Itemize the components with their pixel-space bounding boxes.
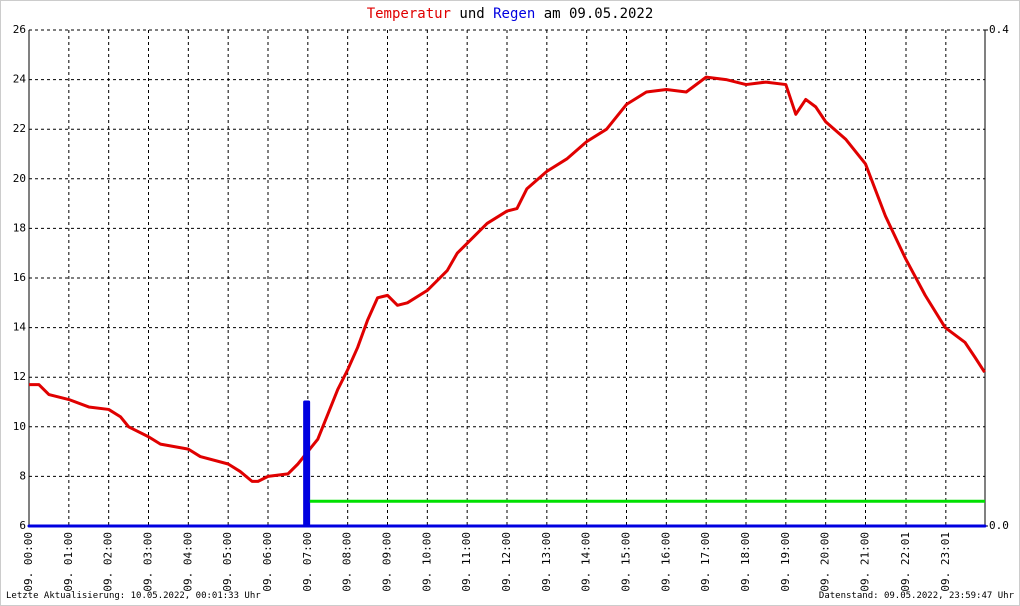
x-tick-label: 09. 02:00 (102, 532, 115, 592)
x-tick-label: 09. 23:01 (939, 532, 952, 592)
x-tick-label: 09. 16:00 (659, 532, 672, 592)
x-tick-label: 09. 07:00 (301, 532, 314, 592)
footer-right: Datenstand: 09.05.2022, 23:59:47 Uhr (819, 591, 1015, 601)
y-tick-label: 26 (13, 23, 26, 36)
x-tick-label: 09. 11:00 (460, 532, 473, 592)
title-part: Regen (485, 6, 536, 22)
y-tick-label: 22 (13, 122, 26, 135)
x-tick-label: 09. 08:00 (341, 532, 354, 592)
x-tick-label: 09. 05:00 (221, 532, 234, 592)
x-tick-label: 09. 00:00 (22, 532, 35, 592)
y-tick-label: 18 (13, 221, 26, 234)
x-tick-label: 09. 13:00 (540, 532, 553, 592)
rain-area (27, 400, 987, 528)
x-tick-label: 09. 10:00 (420, 532, 433, 592)
x-tick-label: 09. 09:00 (381, 532, 394, 592)
title-part: und (451, 6, 485, 22)
x-tick-label: 09. 14:00 (580, 532, 593, 592)
title-part: Temperatur (367, 6, 451, 22)
series-line (29, 75, 986, 483)
x-tick-label: 09. 06:00 (261, 532, 274, 592)
y-tick-label: 10 (13, 420, 26, 433)
y-tick-label: 24 (13, 73, 27, 86)
y-tick-label: 6 (19, 519, 26, 532)
x-tick-label: 09. 04:00 (181, 532, 194, 592)
x-tick-label: 09. 12:00 (500, 532, 513, 592)
x-tick-label: 09. 01:00 (62, 532, 75, 592)
x-tick-label: 09. 18:00 (739, 532, 752, 592)
x-tick-label: 09. 20:00 (819, 532, 832, 592)
x-tick-label: 09. 21:00 (859, 532, 872, 592)
y-tick-label: 16 (13, 271, 26, 284)
y2-tick-label: 0.4 (989, 23, 1009, 36)
y-tick-label: 12 (13, 370, 26, 383)
y2-tick-label: 0.0 (989, 519, 1009, 532)
x-tick-label: 09. 17:00 (699, 532, 712, 592)
y-tick-label: 20 (13, 172, 26, 185)
title-part: am 09.05.2022 (535, 6, 653, 22)
y-tick-label: 8 (19, 469, 26, 482)
chart-title: Temperatur und Regen am 09.05.2022 (367, 6, 654, 22)
x-tick-label: 09. 15:00 (620, 532, 633, 592)
y-tick-label: 14 (13, 321, 27, 334)
x-tick-label: 09. 19:00 (779, 532, 792, 592)
x-tick-label: 09. 03:00 (142, 532, 155, 592)
footer-left: Letzte Aktualisierung: 10.05.2022, 00:01… (6, 591, 261, 601)
x-tick-label: 09. 22:01 (899, 532, 912, 592)
